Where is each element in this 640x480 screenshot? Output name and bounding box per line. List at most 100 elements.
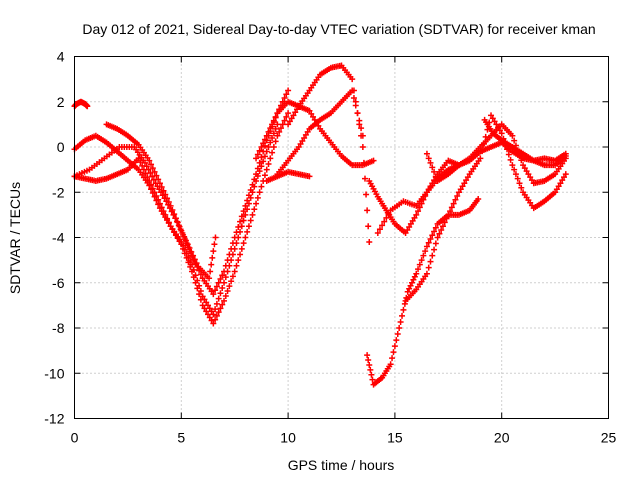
data-point (272, 138, 279, 145)
data-point (247, 186, 254, 193)
data-point (148, 181, 155, 188)
data-point (279, 98, 286, 105)
data-point (364, 207, 371, 214)
data-point (171, 229, 178, 236)
data-point (217, 275, 224, 282)
data-point (402, 229, 409, 236)
data-point (249, 181, 256, 188)
data-point (418, 257, 425, 264)
data-point (145, 166, 152, 173)
data-point (201, 305, 208, 312)
data-point (432, 173, 439, 180)
data-point (413, 270, 420, 277)
y-tick-label: -12 (44, 411, 64, 427)
data-point (233, 262, 240, 269)
data-point (488, 112, 495, 119)
chart-title: Day 012 of 2021, Sidereal Day-to-day VTE… (82, 21, 595, 37)
data-point (199, 293, 206, 300)
data-point (528, 177, 535, 184)
data-point (394, 331, 401, 338)
data-point (432, 240, 439, 247)
data-point (180, 245, 187, 252)
data-point (270, 144, 277, 150)
data-point (203, 299, 210, 306)
data-point (285, 87, 292, 94)
data-point (240, 217, 247, 224)
data-point (553, 186, 560, 193)
data-point (206, 314, 213, 321)
data-point (210, 248, 217, 255)
data-point (425, 264, 432, 271)
data-point (210, 291, 217, 298)
data-point (512, 171, 519, 178)
data-point (224, 257, 231, 264)
data-point (387, 361, 394, 368)
data-point (509, 132, 516, 139)
data-point (212, 316, 219, 323)
data-point (514, 175, 521, 182)
data-point (450, 200, 457, 207)
data-point (222, 274, 229, 281)
data-point (429, 164, 436, 171)
data-point (457, 186, 464, 193)
data-point (269, 134, 276, 141)
data-point (521, 165, 528, 172)
data-point (256, 159, 263, 166)
data-point (245, 192, 252, 199)
data-point (207, 268, 214, 275)
data-point (561, 174, 567, 181)
data-point (400, 306, 407, 313)
data-point (269, 149, 276, 156)
data-point (265, 160, 272, 167)
data-point (253, 200, 260, 207)
y-axis-label: SDTVAR / TECUs (7, 182, 23, 294)
data-point (308, 110, 315, 117)
data-point (555, 183, 562, 190)
data-point (301, 134, 308, 141)
data-point (146, 177, 153, 184)
series-arc-2 (71, 121, 281, 318)
data-point (315, 122, 322, 129)
data-point (149, 165, 156, 172)
data-point (229, 273, 236, 280)
data-point (254, 151, 261, 158)
data-point (155, 196, 162, 203)
data-point (304, 128, 311, 135)
data-point (432, 224, 439, 231)
data-point (253, 171, 260, 178)
data-point (162, 211, 169, 218)
data-point (276, 128, 283, 135)
y-tick-label: -8 (52, 320, 65, 336)
data-point (270, 117, 277, 124)
data-point (217, 305, 224, 312)
data-point (427, 258, 434, 265)
data-point (158, 189, 165, 196)
data-point (523, 168, 530, 175)
data-point (477, 155, 484, 162)
data-point (374, 229, 381, 236)
data-point (160, 208, 167, 215)
data-point (233, 229, 240, 236)
data-point (212, 234, 219, 241)
series-arc-5 (71, 144, 219, 282)
data-point (431, 228, 438, 235)
data-point (285, 121, 292, 128)
data-point (238, 245, 245, 252)
data-point (396, 325, 403, 331)
data-point (311, 116, 318, 123)
series-arc-9 (263, 168, 313, 184)
data-point (454, 193, 461, 200)
data-point (212, 287, 219, 294)
data-point (422, 248, 429, 255)
data-point (359, 132, 366, 139)
data-point (183, 254, 190, 261)
data-point (415, 266, 422, 273)
data-point (156, 200, 163, 207)
data-point (366, 239, 373, 246)
series-arc-12 (374, 121, 569, 236)
data-point (363, 191, 370, 198)
data-point (267, 139, 274, 146)
data-point (482, 133, 489, 140)
data-point (187, 263, 194, 270)
data-point (265, 128, 272, 135)
